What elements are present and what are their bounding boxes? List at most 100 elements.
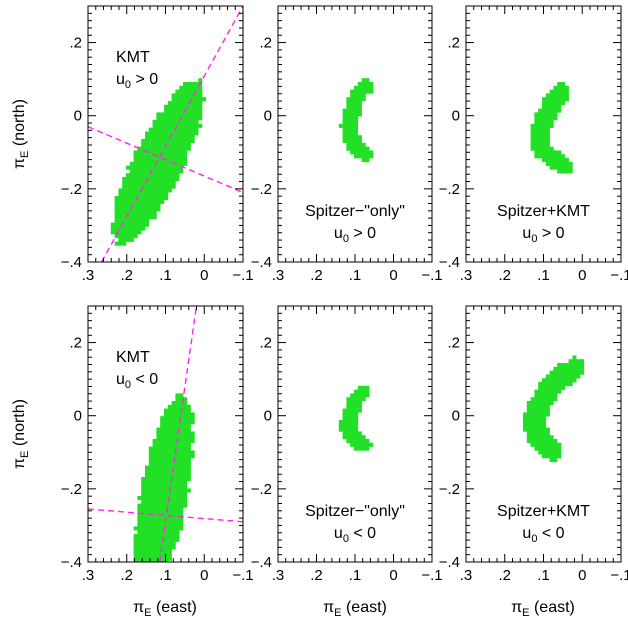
posterior-cell-green (160, 123, 165, 128)
posterior-cell-green (564, 85, 569, 90)
posterior-cell-green (186, 135, 191, 140)
posterior-cell-green (545, 93, 550, 98)
posterior-cell-green (175, 173, 180, 178)
posterior-cell-green (145, 158, 150, 163)
posterior-cell-green (160, 180, 165, 185)
posterior-cell-green (542, 116, 547, 121)
posterior-cell-green (183, 146, 188, 151)
posterior-cell-green (152, 503, 157, 508)
posterior-cell-green (141, 215, 146, 220)
posterior-cell-green (152, 211, 157, 216)
posterior-cell-green (160, 496, 165, 501)
posterior-cell-green (167, 454, 172, 459)
posterior-cell-green (145, 492, 150, 497)
posterior-cell-green (534, 146, 539, 151)
posterior-cell-green (190, 431, 195, 436)
posterior-cell-green (148, 180, 153, 185)
posterior-cell-green (557, 169, 562, 174)
posterior-cell-green (530, 397, 535, 402)
posterior-cell-green (171, 530, 176, 535)
posterior-cell-green (557, 454, 562, 459)
posterior-cell-green (164, 427, 169, 432)
posterior-cell-green (145, 526, 150, 531)
posterior-cell-green (133, 549, 138, 554)
posterior-cell-green (156, 442, 161, 447)
posterior-cell-green (354, 131, 359, 136)
y-tick-label: −.2 (61, 181, 82, 198)
posterior-cell-green (538, 154, 543, 159)
posterior-cell-green (365, 82, 370, 87)
posterior-cell-green (145, 142, 150, 147)
posterior-cell-green (357, 142, 362, 147)
posterior-cell-green (545, 408, 550, 413)
posterior-cell-green (553, 378, 558, 383)
posterior-cell-green (164, 480, 169, 485)
posterior-cell-green (171, 150, 176, 155)
posterior-cell-green (557, 389, 562, 394)
posterior-cell-green (186, 104, 191, 109)
posterior-cell-green (549, 89, 554, 94)
posterior-cell-green (561, 101, 566, 106)
posterior-cell-green (145, 161, 150, 166)
panel-label-line1: KMT (116, 349, 150, 366)
posterior-cell-green (145, 473, 150, 478)
posterior-cell-green (114, 241, 119, 246)
posterior-cell-green (538, 131, 543, 136)
posterior-cell-green (152, 473, 157, 478)
posterior-cell-green (357, 439, 362, 444)
posterior-cell-green (129, 173, 134, 178)
posterior-cell-green (137, 549, 142, 554)
posterior-cell-green (346, 142, 351, 147)
posterior-cell-green (152, 131, 157, 136)
posterior-cell-green (133, 199, 138, 204)
posterior-cell-green (167, 404, 172, 409)
posterior-cell-green (164, 196, 169, 201)
posterior-cell-green (350, 393, 355, 398)
posterior-cell-green (129, 218, 134, 223)
posterior-cell-green (164, 541, 169, 546)
posterior-cell-green (357, 408, 362, 413)
posterior-cell-green (549, 378, 554, 383)
posterior-cell-green (564, 158, 569, 163)
posterior-cell-green (553, 454, 558, 459)
posterior-cell-green (164, 442, 169, 447)
posterior-cell-green (357, 446, 362, 451)
posterior-cell-green (526, 431, 531, 436)
posterior-cell-green (160, 553, 165, 558)
posterior-cell-green (346, 397, 351, 402)
x-tick-label: .3 (272, 567, 285, 584)
posterior-cell-green (183, 120, 188, 125)
posterior-cell-green (148, 530, 153, 535)
posterior-cell-green (160, 526, 165, 531)
posterior-cell-green (549, 165, 554, 170)
posterior-cell-green (179, 431, 184, 436)
posterior-cell-green (179, 446, 184, 451)
posterior-cell-green (186, 488, 191, 493)
posterior-cell-green (164, 446, 169, 451)
posterior-cell-green (179, 97, 184, 102)
posterior-cell-green (164, 484, 169, 489)
posterior-cell-green (175, 135, 180, 140)
posterior-cell-green (164, 116, 169, 121)
posterior-cell-green (133, 226, 138, 231)
posterior-cell-green (152, 192, 157, 197)
posterior-cell-green (190, 116, 195, 121)
posterior-cell-green (538, 123, 543, 128)
posterior-cell-green (148, 518, 153, 523)
posterior-cell-green (564, 97, 569, 102)
posterior-cell-green (156, 549, 161, 554)
posterior-cell-green (194, 108, 199, 113)
posterior-cell-green (141, 526, 146, 531)
posterior-cell-green (526, 439, 531, 444)
posterior-cell-green (576, 370, 581, 375)
posterior-cell-green (564, 363, 569, 368)
posterior-cell-green (175, 146, 180, 151)
posterior-cell-green (152, 526, 157, 531)
posterior-cell-green (545, 97, 550, 102)
posterior-cell-green (365, 146, 370, 151)
posterior-cell-green (148, 211, 153, 216)
posterior-cell-green (542, 393, 547, 398)
posterior-cell-green (179, 420, 184, 425)
posterior-cell-green (190, 439, 195, 444)
